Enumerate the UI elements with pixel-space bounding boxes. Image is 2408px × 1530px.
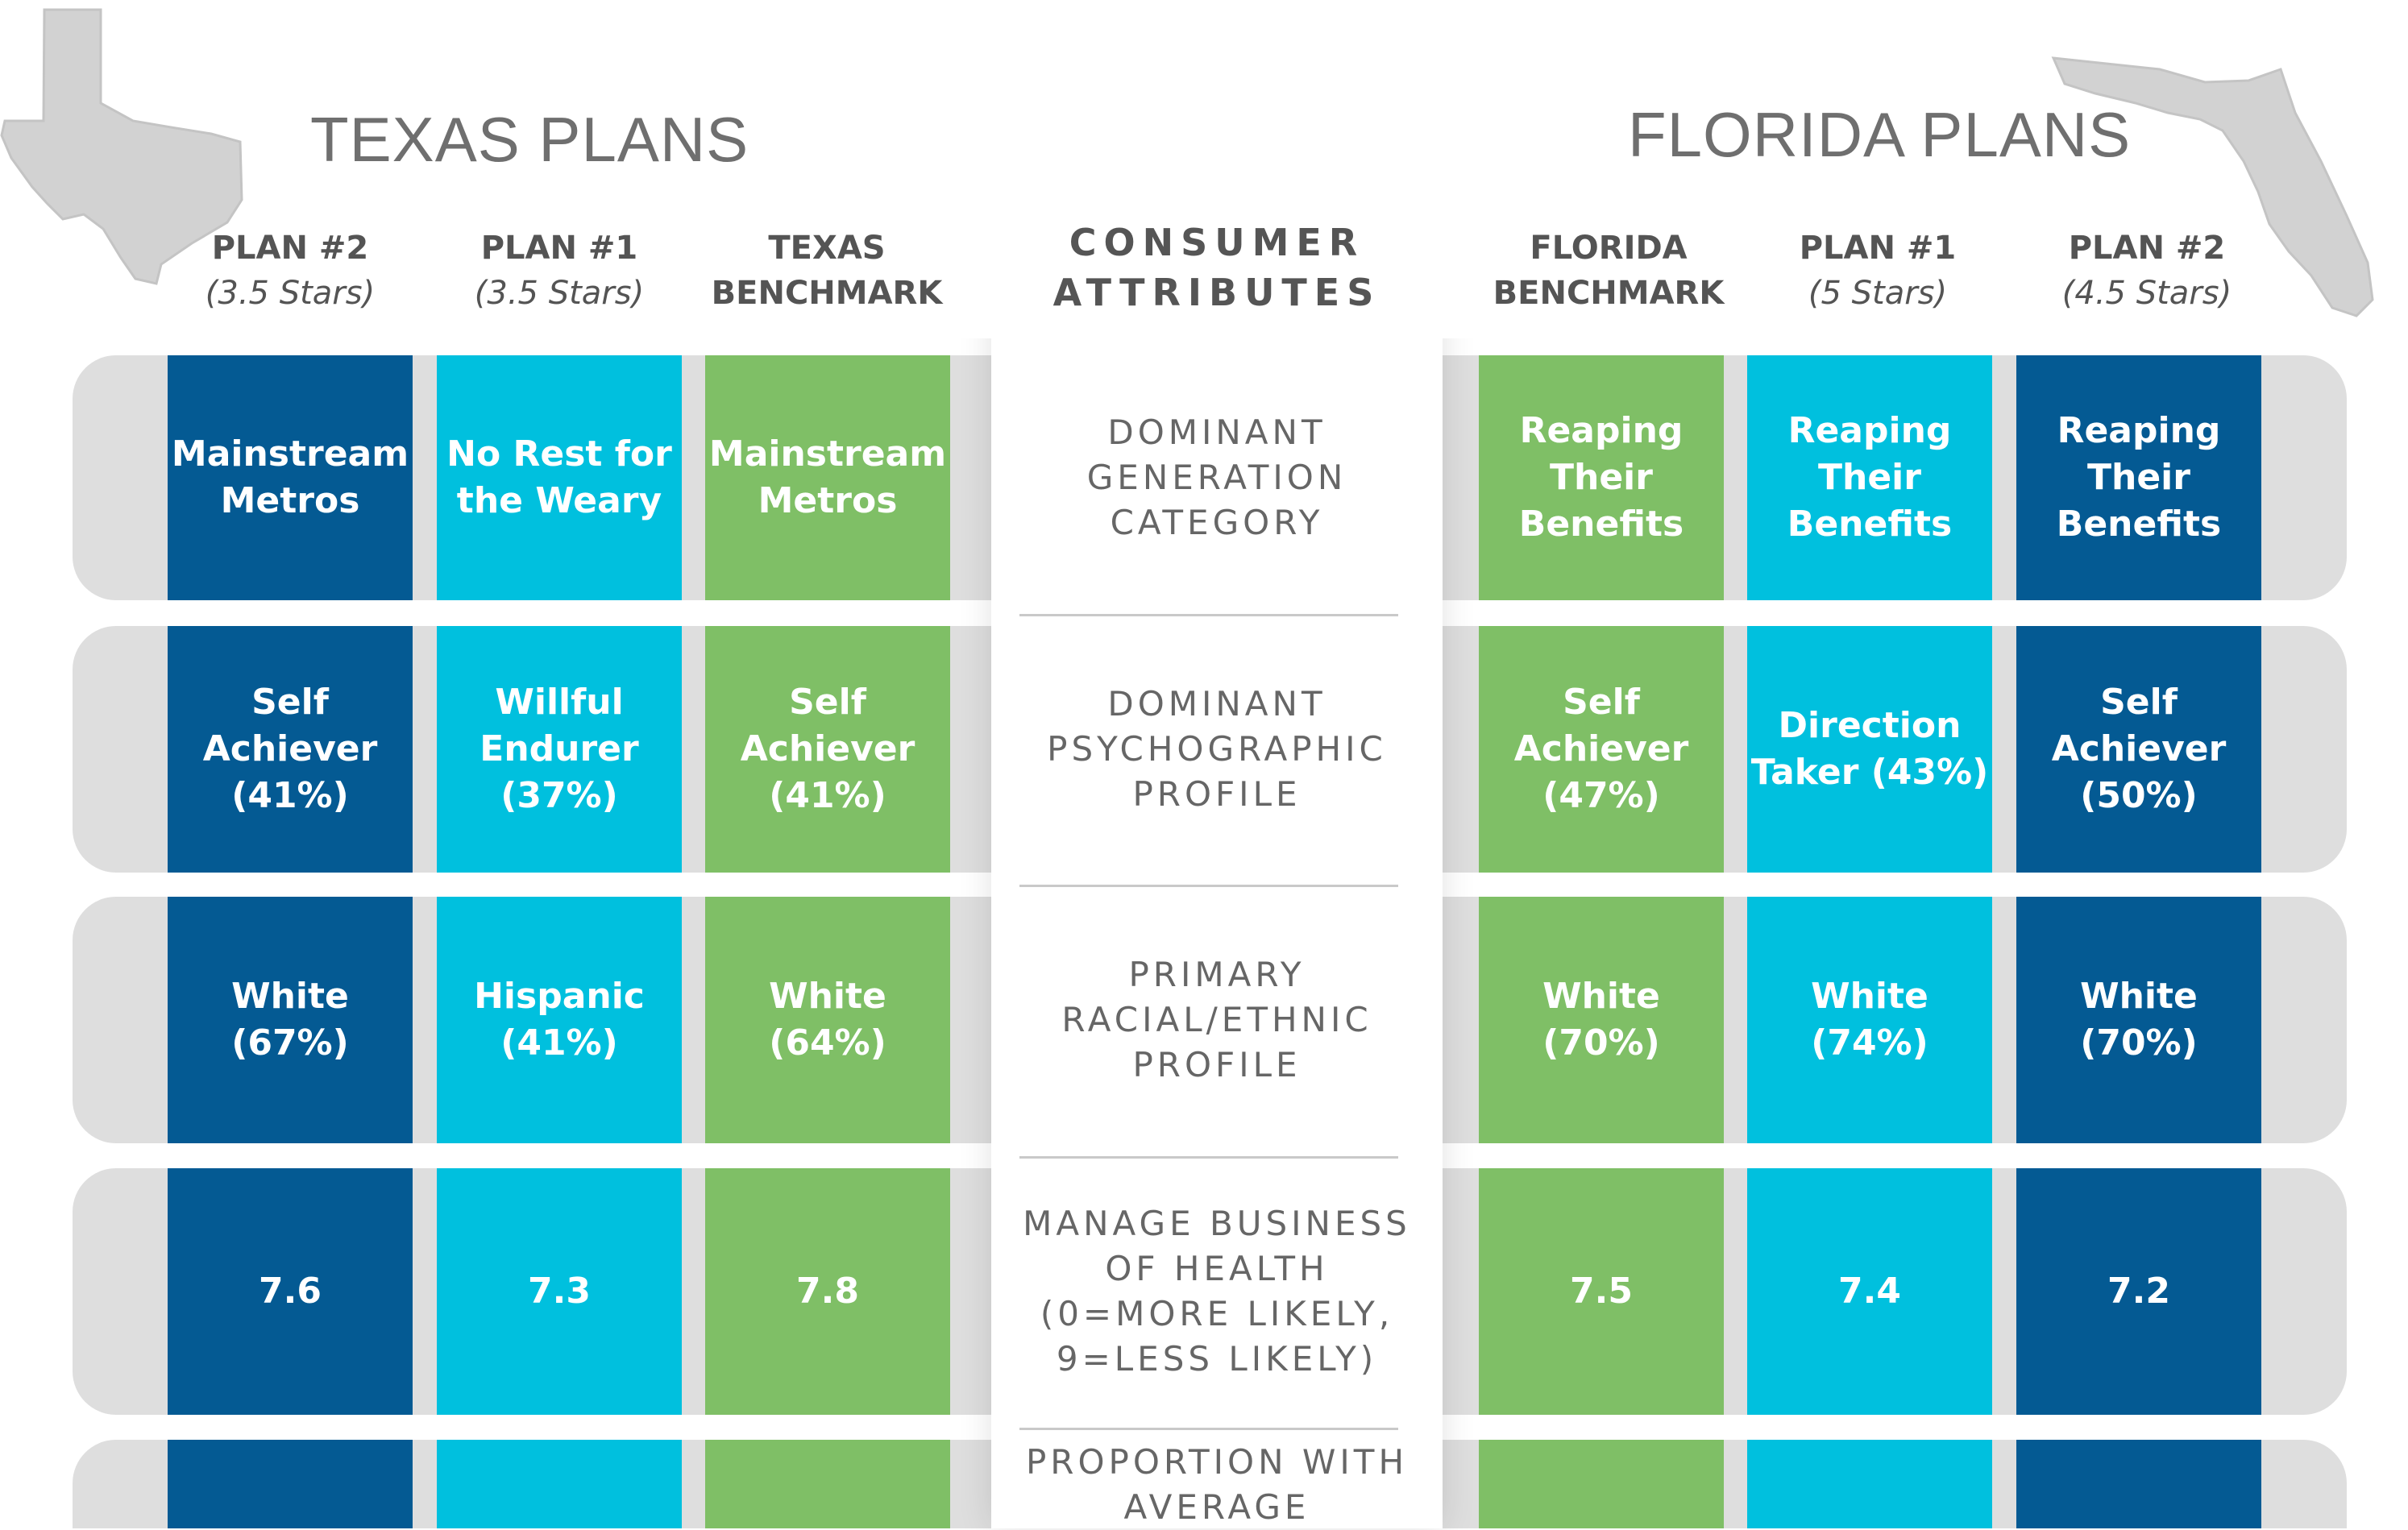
col-name: PLAN #2 [2068,230,2226,267]
attr-racial-ethnic: PRIMARY RACIAL/ETHNIC PROFILE [1061,955,1372,1084]
florida-benchmark-generation: Reaping Their Benefits [1479,355,1724,600]
texas-col-header-benchmark: TEXAS BENCHMARK [706,226,948,316]
florida-map-icon [2051,56,2374,317]
florida-benchmark-manage-health: 7.5 [1479,1168,1724,1415]
col-sub: (3.5 Stars) [205,275,376,312]
texas-plan1-manage-health: 7.3 [437,1168,682,1415]
col-name: PLAN #1 [1799,230,1957,267]
attr-manage-health: MANAGE BUSINESS OF HEALTH (0=MORE LIKELY… [1023,1204,1411,1379]
florida-plan2-racial: White (70%) [2016,897,2261,1143]
texas-benchmark-proportion [705,1440,950,1528]
texas-plan2-racial: White (67%) [168,897,413,1143]
col-sub: BENCHMARK [711,275,943,312]
florida-col-header-plan1: PLAN #1 (5 Stars) [1757,226,1999,316]
col-sub: BENCHMARK [1493,275,1725,312]
florida-benchmark-psychographic: Self Achiever (47%) [1479,626,1724,873]
florida-plan2-manage-health: 7.2 [2016,1168,2261,1415]
texas-plan2-psychographic: Self Achiever (41%) [168,626,413,873]
col-sub: (4.5 Stars) [2061,275,2232,312]
attr-psychographic: DOMINANT PSYCHOGRAPHIC PROFILE [1047,684,1387,814]
attr-divider [1019,1156,1398,1159]
texas-plan2-proportion [168,1440,413,1528]
florida-col-header-benchmark: FLORIDA BENCHMARK [1488,226,1729,316]
texas-plan2-generation: Mainstream Metros [168,355,413,600]
florida-plan1-psychographic: Direction Taker (43%) [1747,626,1992,873]
florida-benchmark-proportion [1479,1440,1724,1528]
texas-plan2-manage-health: 7.6 [168,1168,413,1415]
attr-divider [1019,614,1398,616]
florida-plan2-proportion [2016,1440,2261,1528]
col-sub: (3.5 Stars) [474,275,645,312]
texas-benchmark-psychographic: Self Achiever (41%) [705,626,950,873]
texas-plans-title: TEXAS PLANS [310,104,749,175]
texas-benchmark-racial: White (64%) [705,897,950,1143]
texas-map-icon [0,8,243,285]
attr-generation: DOMINANT GENERATION CATEGORY [1086,413,1347,542]
texas-col-header-plan2: PLAN #2 (3.5 Stars) [169,226,411,316]
texas-plan1-proportion [437,1440,682,1528]
texas-plan1-generation: No Rest for the Weary [437,355,682,600]
texas-col-header-plan1: PLAN #1 (3.5 Stars) [438,226,680,316]
florida-plan1-proportion [1747,1440,1992,1528]
texas-benchmark-manage-health: 7.8 [705,1168,950,1415]
florida-plan1-manage-health: 7.4 [1747,1168,1992,1415]
col-name: TEXAS [768,230,886,267]
attr-proportion-average: PROPORTION WITH AVERAGE [1025,1442,1409,1527]
florida-benchmark-racial: White (70%) [1479,897,1724,1143]
texas-plan1-racial: Hispanic (41%) [437,897,682,1143]
florida-plans-title: FLORIDA PLANS [1628,99,2132,170]
florida-plan1-racial: White (74%) [1747,897,1992,1143]
texas-plan1-psychographic: Willful Endurer (37%) [437,626,682,873]
florida-plan2-generation: Reaping Their Benefits [2016,355,2261,600]
col-sub: (5 Stars) [1808,275,1948,312]
col-name: FLORIDA [1530,230,1688,267]
center-panel-top [951,0,1483,338]
florida-plan2-psychographic: Self Achiever (50%) [2016,626,2261,873]
col-name: PLAN #1 [480,230,638,267]
florida-col-header-plan2: PLAN #2 (4.5 Stars) [2026,226,2268,316]
florida-plan1-generation: Reaping Their Benefits [1747,355,1992,600]
texas-benchmark-generation: Mainstream Metros [705,355,950,600]
attr-divider [1019,885,1398,887]
consumer-attributes-heading: CONSUMER ATTRIBUTES [1052,221,1381,314]
attr-divider [1019,1428,1398,1430]
col-name: PLAN #2 [211,230,369,267]
